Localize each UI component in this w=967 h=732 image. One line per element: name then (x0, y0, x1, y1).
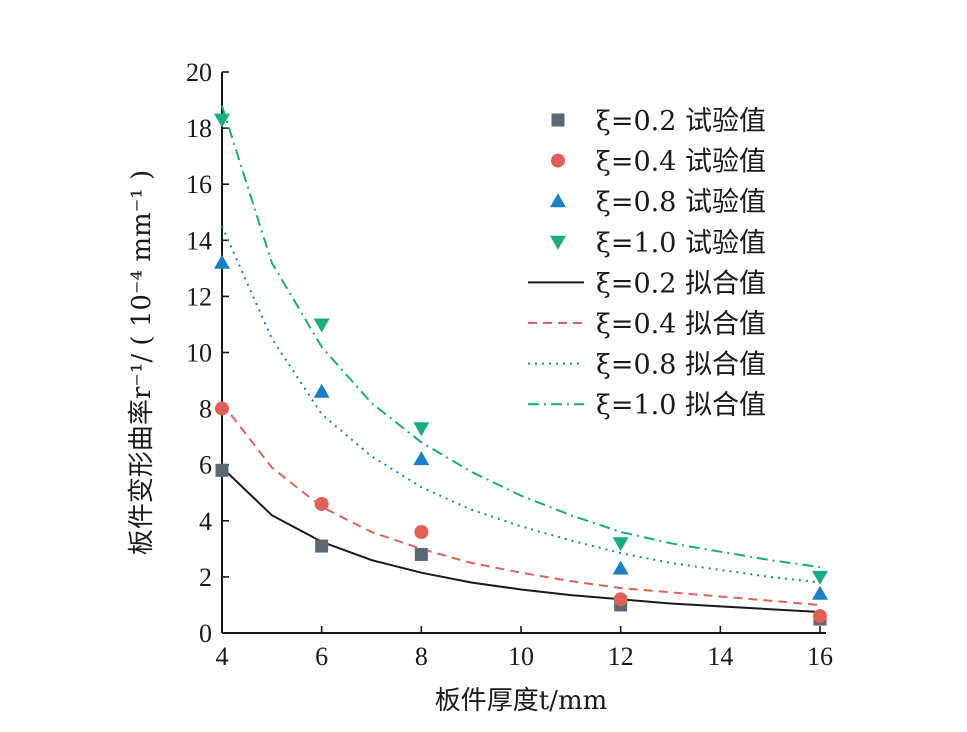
legend-marker-3 (550, 193, 566, 208)
data-point-series-1 (215, 463, 229, 477)
data-point-series-3 (812, 585, 828, 600)
y-tick-label: 6 (199, 451, 212, 480)
data-point-series-2 (314, 496, 329, 511)
x-tick-label: 10 (508, 642, 534, 671)
data-point-series-4 (214, 113, 230, 128)
x-tick-label: 8 (415, 642, 428, 671)
legend-label-fit-3: ξ=0.8 拟合值 (596, 350, 766, 381)
y-tick-label: 0 (199, 619, 212, 648)
data-point-series-2 (613, 592, 628, 607)
legend-marker-4 (550, 235, 566, 250)
fit-curve-1 (221, 466, 821, 613)
legend-label-3: ξ=0.8 试验值 (596, 187, 766, 218)
y-tick-label: 14 (186, 226, 212, 255)
y-tick-label: 18 (186, 114, 212, 143)
y-tick-label: 20 (186, 58, 212, 87)
x-tick-label: 12 (608, 642, 634, 671)
legend-marker-1 (551, 113, 565, 127)
legend: ξ=0.2 试验值 ξ=0.4 试验值 ξ=0.8 试验值 ξ=1.0 试验值 ξ=0.… (528, 106, 766, 421)
data-point-series-4 (612, 537, 629, 552)
legend-marker-2 (551, 153, 565, 168)
data-point-series-3 (313, 383, 330, 398)
legend-label-4: ξ=1.0 试验值 (596, 228, 766, 259)
legend-label-fit-4: ξ=1.0 拟合值 (596, 390, 766, 421)
y-tick-label: 10 (186, 339, 212, 368)
data-point-series-2 (215, 401, 229, 416)
data-point-series-3 (612, 560, 629, 575)
fit-curve-2 (221, 402, 821, 606)
x-tick-label: 16 (807, 642, 833, 671)
legend-label-1: ξ=0.2 试验值 (596, 106, 766, 137)
data-point-series-3 (413, 451, 430, 466)
x-tick-label: 4 (216, 642, 229, 671)
legend-label-fit-1: ξ=0.2 拟合值 (596, 268, 766, 299)
y-tick-label: 2 (199, 563, 212, 592)
y-tick-label: 16 (186, 170, 212, 199)
y-tick-label: 8 (199, 395, 212, 424)
x-tick-label: 14 (707, 642, 733, 671)
axes: 4 6 8 10 12 14 16 0 2 4 6 8 10 12 14 16 18 20 (186, 58, 833, 671)
x-axis-title: 板件厚度t/mm (435, 686, 608, 716)
data-points (214, 113, 828, 626)
data-point-series-2 (813, 609, 827, 624)
data-point-series-4 (812, 570, 828, 585)
data-point-series-4 (313, 318, 330, 333)
x-tick-label: 6 (315, 642, 328, 671)
y-axis-title: 板件变形曲率r⁻¹/ ( 10⁻⁴ mm⁻¹ ) (127, 170, 157, 555)
data-point-series-1 (315, 539, 329, 553)
fit-curve-4 (221, 105, 821, 569)
y-tick-label: 12 (186, 282, 212, 311)
y-tick-label: 4 (199, 507, 212, 536)
legend-label-fit-2: ξ=0.4 拟合值 (596, 309, 766, 340)
legend-label-2: ξ=0.4 试验值 (596, 147, 766, 178)
data-point-series-4 (413, 422, 430, 437)
data-point-series-3 (214, 254, 230, 269)
data-point-series-1 (414, 547, 428, 561)
data-point-series-2 (414, 525, 429, 540)
